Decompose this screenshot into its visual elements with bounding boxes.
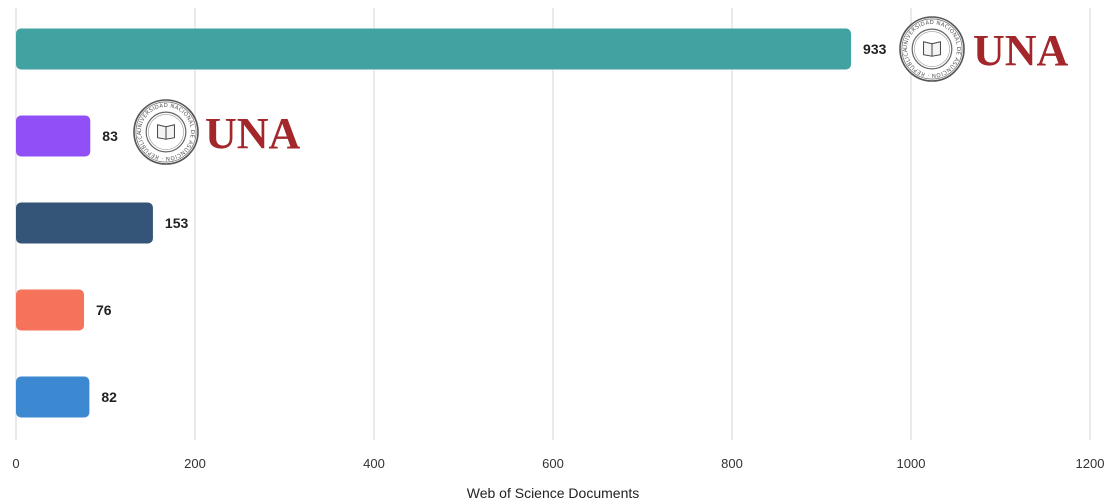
x-axis-label: Web of Science Documents [467,485,640,501]
bar [16,28,852,70]
bar [16,289,85,331]
x-tick-label: 1200 [1076,456,1105,471]
bar-value-label: 83 [102,128,118,144]
bar-value-label: 933 [863,41,887,57]
bar [16,202,153,244]
x-tick-label: 400 [363,456,385,471]
x-tick-label: 800 [721,456,743,471]
value-labels: 933 83 153 76 82 [96,41,887,405]
bar [16,115,91,157]
x-tick-label: 0 [12,456,19,471]
x-tick-label: 1000 [897,456,926,471]
una-logo-text: UNA [205,109,301,158]
gridlines [15,8,1091,440]
bar [16,376,90,418]
x-tick-label: 200 [184,456,206,471]
logos: UNIVERSIDAD NACIONAL DE ASUNCIÓN · REPÚB… [0,0,1069,165]
bar-value-label: 153 [165,215,189,231]
x-tick-label: 600 [542,456,564,471]
bar-value-label: 82 [101,389,117,405]
bars [16,28,852,418]
bar-value-label: 76 [96,302,112,318]
x-tick-labels: 0 200 400 600 800 1000 1200 [12,456,1104,471]
una-logo-text: UNA [973,26,1069,75]
